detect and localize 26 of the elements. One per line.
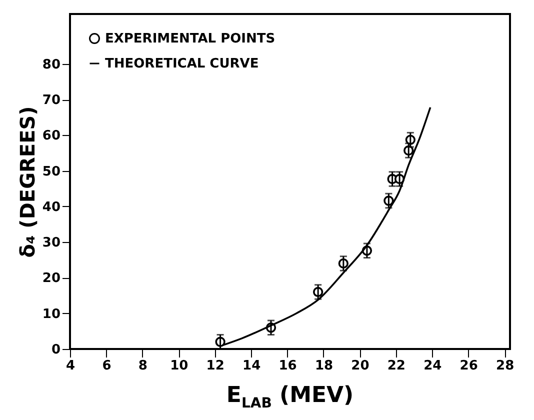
x-tick-label: 6 [102,358,112,374]
x-tick-label: 24 [424,358,442,374]
x-tick-label: 28 [496,358,514,374]
x-tick-label: 12 [206,358,224,374]
y-tick-label: 40 [42,200,60,215]
y-tick-label: 30 [42,236,60,251]
x-tick-label: 4 [66,358,76,374]
x-axis-title: E$_{LAB}$ (MEV) [225,383,355,412]
legend-label: EXPERIMENTAL POINTS [105,32,276,46]
y-tick-label: 70 [42,93,60,108]
x-tick-label: 16 [278,358,297,374]
x-tick-label: 10 [170,358,188,374]
x-tick-label: 22 [387,358,406,374]
x-tick-label: 20 [351,358,370,374]
legend-label: THEORETICAL CURVE [105,56,259,72]
x-tick-label: 14 [242,358,261,374]
x-tick-label: 8 [138,358,148,374]
y-tick-label: 20 [42,271,60,286]
y-tick-label: 50 [42,164,60,180]
y-tick-label: 10 [42,306,60,322]
y-axis-title: δ₄ (DEGREES) [15,106,40,258]
y-tick-label: 80 [42,57,60,72]
y-tick-label: 60 [42,128,60,144]
y-tick-label: 0 [51,342,60,358]
x-tick-label: 18 [314,358,334,374]
x-tick-label: 26 [460,358,478,374]
